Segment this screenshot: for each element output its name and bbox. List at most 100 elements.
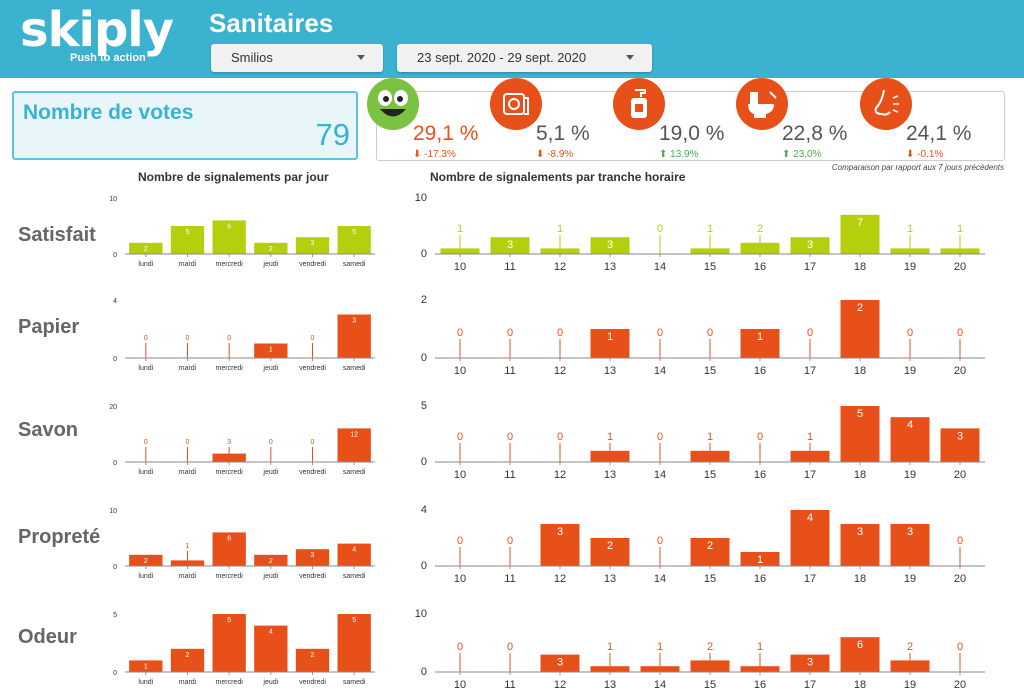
toilet-icon [736,78,788,130]
y-tick-label: 20 [109,404,117,411]
data-label: 2 [707,540,713,552]
bar [440,248,480,254]
data-label: 3 [957,430,963,442]
votes-value: 79 [315,117,350,152]
x-tick-label: 18 [854,365,866,376]
data-label: 2 [607,540,613,552]
kpi-odeur: 24,1 % ⬇ -0.1% [860,78,982,162]
data-label: 0 [144,439,148,446]
x-tick-label: vendredi [299,573,326,580]
data-label: 2 [707,641,713,653]
y-tick-label: 0 [113,252,117,259]
bar [540,654,580,672]
proprete-daily-chart: 0 10 2 lundi 1 mardi 6 mercredi 2 jeudi 3 vendredi 4… [109,508,375,580]
data-label: 0 [186,439,190,446]
kpi-value: 29,1 % [413,122,479,145]
bar [129,660,163,672]
proprete-hourly-chart: 0 4 0 10 0 11 3 12 2 13 0 14 2 15 1 16 4 17 3 18 3 19 0 20 [421,504,985,584]
data-label: 3 [807,239,813,251]
bar [890,660,930,672]
x-tick-label: jeudi [262,261,278,268]
bar [590,666,630,672]
x-tick-label: vendredi [299,261,326,268]
data-label: 6 [227,535,231,542]
kpi-comparison-note: Comparaison par rapport aux 7 jours préc… [831,163,1004,172]
chevron-down-icon [357,55,365,60]
bar [540,524,580,566]
bar [740,329,780,358]
data-label: 5 [352,617,356,624]
kpi-panel: 29,1 % ⬇ -17.3% 5,1 % ⬇ -8.9% 19,0 % ⬆ 1… [367,78,1005,162]
x-tick-label: mercredi [216,679,244,686]
bar [170,226,205,254]
y-tick-label: 0 [421,352,427,364]
bar [295,648,330,672]
savon-daily-chart: 0 20 0 lundi 0 mardi 3 mercredi 0 jeudi 0 vendredi 1… [109,404,375,476]
x-tick-label: 11 [504,573,515,584]
kpi-proprete: 22,8 % ⬆ 23.0% [736,78,858,162]
x-tick-label: 12 [554,679,566,690]
x-tick-label: mercredi [216,573,244,580]
data-label: 0 [457,327,463,339]
row-label-savon: Savon [18,419,79,441]
data-label: 3 [857,526,863,538]
x-tick-label: 14 [654,365,666,376]
x-tick-label: 13 [604,261,616,272]
x-tick-label: 13 [604,573,616,584]
bar [690,660,730,672]
data-label: 2 [907,641,913,653]
bar [840,406,880,462]
data-label: 1 [557,223,563,235]
y-tick-label: 0 [421,666,427,678]
x-tick-label: 15 [704,261,716,272]
data-label: 1 [607,431,613,443]
x-tick-label: mardi [179,679,197,686]
x-tick-label: 12 [554,573,566,584]
row-label-odeur: Odeur [18,626,77,648]
data-label: 3 [311,240,315,247]
x-tick-label: 19 [904,573,916,584]
data-label: 5 [352,229,356,236]
bar [170,648,205,672]
bar [254,625,288,672]
bar [337,543,371,566]
x-tick-label: 14 [654,679,666,690]
odeur-daily-chart: 0 5 1 lundi 2 mardi 5 mercredi 4 jeudi 2 vendredi 5 s… [113,612,375,686]
date-range-select[interactable]: 23 sept. 2020 - 29 sept. 2020 [397,44,652,72]
bar [690,450,730,462]
bar [790,450,830,462]
bar [690,538,730,566]
x-tick-label: 20 [954,365,966,376]
bar [790,237,830,254]
data-label: 4 [807,512,813,524]
logo-text: skiply [20,2,174,58]
bar [170,560,205,566]
y-tick-label: 4 [113,298,117,305]
x-tick-label: samedi [343,573,366,580]
bar [337,614,371,672]
y-tick-label: 0 [421,248,427,260]
kpi-delta: ⬇ -0.1% [906,149,944,160]
x-tick-label: mercredi [216,469,244,476]
data-label: 1 [707,223,713,235]
data-label: 2 [757,223,763,235]
x-tick-label: jeudi [262,679,278,686]
data-label: 0 [269,439,273,446]
x-tick-label: 12 [554,365,566,376]
data-label: 0 [457,535,463,547]
x-tick-label: samedi [343,261,366,268]
y-tick-label: 10 [415,192,427,204]
kpi-delta: ⬇ -8.9% [536,149,574,160]
x-tick-label: 20 [954,573,966,584]
y-tick-label: 5 [421,400,427,412]
site-select[interactable]: Smilios [211,44,383,72]
data-label: 0 [557,431,563,443]
logo-tagline: Push to action [70,52,146,64]
bar [840,300,880,358]
bar [890,417,930,462]
data-label: 1 [607,331,613,343]
x-tick-label: 13 [604,679,616,690]
x-tick-label: 11 [504,365,515,376]
data-label: 0 [311,335,315,342]
